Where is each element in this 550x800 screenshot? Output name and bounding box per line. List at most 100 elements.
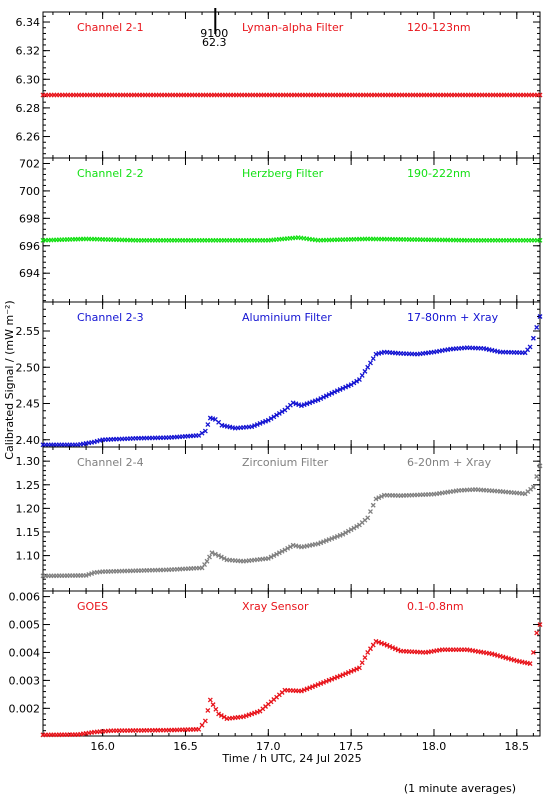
data-point <box>218 713 224 718</box>
data-point <box>359 660 365 666</box>
data-point <box>321 679 326 685</box>
data-point <box>348 382 354 388</box>
panel-label: Aluminium Filter <box>242 311 332 324</box>
data-point <box>321 539 326 545</box>
panel-label: 0.1-0.8nm <box>407 600 464 613</box>
data-point <box>334 674 340 680</box>
data-point <box>387 643 393 649</box>
data-point <box>392 646 398 652</box>
data-point <box>199 430 205 436</box>
y-axis-title: Calibrated Signal / (mW m⁻²) <box>3 300 16 459</box>
y-tick-label: 1.10 <box>16 550 41 563</box>
data-point <box>381 641 387 647</box>
data-point <box>337 532 343 538</box>
data-point <box>537 237 543 243</box>
data-point <box>329 676 335 682</box>
data-point <box>298 688 304 694</box>
chart-panels: 6.26 6.28 6.30 6.32 6.34 Channel 2-1 Lyman-alp… <box>9 8 543 738</box>
x-tick-label: 16.5 <box>173 740 198 753</box>
data-point <box>249 424 255 430</box>
x-tick-label: 17.0 <box>256 740 281 753</box>
data-point <box>326 677 332 683</box>
data-point <box>212 551 218 557</box>
y-tick-label: 1.30 <box>16 455 41 468</box>
data-point <box>196 432 202 438</box>
y-tick-label: 0.003 <box>9 674 41 687</box>
data-point <box>221 555 227 561</box>
series-markers <box>40 92 543 98</box>
data-point <box>340 385 346 391</box>
panel-label: 17-80nm + Xray <box>407 311 499 324</box>
y-tick-label: 1.20 <box>16 502 41 515</box>
data-point <box>315 397 321 403</box>
data-point <box>204 558 210 564</box>
data-point <box>252 423 257 429</box>
data-point <box>321 394 326 400</box>
data-point <box>530 650 536 655</box>
data-point <box>318 396 324 402</box>
data-point <box>395 647 401 653</box>
data-point <box>354 378 360 384</box>
data-point <box>354 666 360 672</box>
data-point <box>345 528 351 534</box>
x-axis-title: Time / h UTC, 24 Jul 2025 <box>221 752 361 765</box>
data-point <box>260 419 266 425</box>
footnote: (1 minute averages) <box>404 782 516 795</box>
panel-label: Channel 2-2 <box>77 167 144 180</box>
y-tick-label: 700 <box>19 185 40 198</box>
data-point <box>213 706 219 712</box>
data-point <box>279 409 285 415</box>
data-point <box>326 537 332 543</box>
data-point <box>285 545 291 551</box>
data-point <box>534 474 540 479</box>
panel-5: 0.002 0.003 0.004 0.005 0.006 GOES Xray Sensor… <box>9 590 543 738</box>
data-point <box>315 541 321 547</box>
data-point <box>527 661 533 667</box>
data-point <box>340 531 346 537</box>
x-tick-label: 18.5 <box>505 740 530 753</box>
data-point <box>348 668 354 674</box>
data-point <box>318 681 324 686</box>
data-point <box>340 672 346 678</box>
data-point <box>362 655 368 661</box>
data-point <box>534 324 540 330</box>
x-tick-label: 18.0 <box>422 740 447 753</box>
y-tick-label: 0.006 <box>9 591 41 604</box>
data-point <box>368 360 373 366</box>
data-point <box>356 665 362 671</box>
event-marker-label: 62.3 <box>202 36 227 49</box>
y-tick-label: 1.25 <box>16 479 41 492</box>
y-tick-label: 698 <box>19 212 40 225</box>
data-point <box>265 555 271 561</box>
data-point <box>199 722 205 728</box>
data-point <box>205 422 211 427</box>
panel-label: Zirconium Filter <box>242 456 329 469</box>
data-point <box>530 335 536 341</box>
panel-4: 1.10 1.15 1.20 1.25 1.30 Channel 2-4 Zirconium… <box>16 446 543 592</box>
y-tick-label: 0.004 <box>9 646 41 659</box>
event-marker-label: 9100 <box>200 27 228 40</box>
data-point <box>332 389 338 395</box>
panel-2: 694 696 698 700 702 Channel 2-2 Herzberg Filte… <box>19 157 543 303</box>
y-tick-label: 702 <box>19 157 40 170</box>
y-tick-label: 0.002 <box>9 702 41 715</box>
data-point <box>351 667 357 673</box>
data-point <box>304 686 310 692</box>
data-point <box>310 684 315 690</box>
data-point <box>362 368 368 374</box>
data-point <box>537 463 543 469</box>
data-point <box>343 671 349 677</box>
data-point <box>301 687 307 693</box>
data-point <box>370 356 376 362</box>
data-point <box>257 420 263 426</box>
data-point <box>348 527 354 533</box>
panel-label: 120-123nm <box>407 21 471 34</box>
series-markers <box>40 235 543 243</box>
data-point <box>376 495 382 501</box>
data-point <box>271 414 277 420</box>
data-point <box>345 383 351 389</box>
x-tick-label: 17.5 <box>339 740 364 753</box>
data-point <box>202 718 208 724</box>
data-point <box>276 410 282 416</box>
panel-label: Herzberg Filter <box>242 167 324 180</box>
